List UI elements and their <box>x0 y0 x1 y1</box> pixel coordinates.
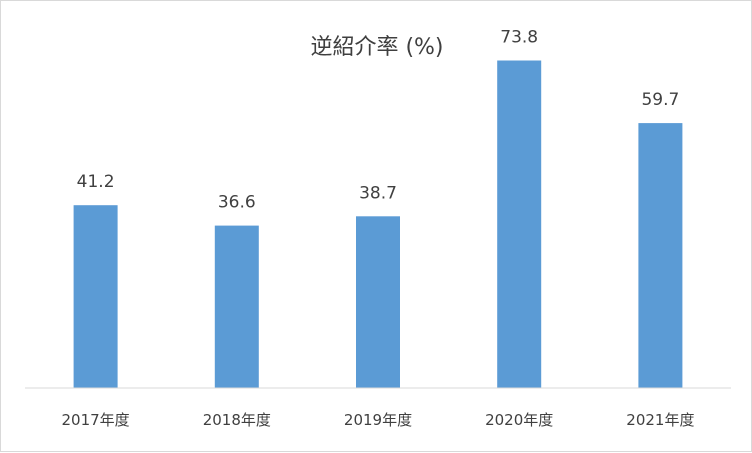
chart-title: 逆紹介率 (%) <box>310 35 443 60</box>
x-tick-label-2021年度: 2021年度 <box>626 411 694 429</box>
x-tick-label-2019年度: 2019年度 <box>344 411 412 429</box>
x-tick-label-2018年度: 2018年度 <box>203 411 271 429</box>
labels-layer: 41.2 2017年度 36.6 2018年度 38.7 2019年度 73.8 2020年度… <box>62 28 695 430</box>
data-label-2018年度: 36.6 <box>218 193 256 213</box>
bar-2020年度 <box>497 60 542 388</box>
bar-2021年度 <box>638 123 683 388</box>
data-label-2021年度: 59.7 <box>641 90 679 110</box>
bar-2017年度 <box>73 205 118 388</box>
data-label-2020年度: 73.8 <box>500 28 538 48</box>
x-tick-label-2020年度: 2020年度 <box>485 411 553 429</box>
data-label-2019年度: 38.7 <box>359 183 397 203</box>
bars-layer <box>73 60 683 388</box>
bar-2019年度 <box>356 216 400 388</box>
data-label-2017年度: 41.2 <box>77 172 115 192</box>
bar-2018年度 <box>214 225 259 388</box>
x-tick-label-2017年度: 2017年度 <box>62 411 130 429</box>
